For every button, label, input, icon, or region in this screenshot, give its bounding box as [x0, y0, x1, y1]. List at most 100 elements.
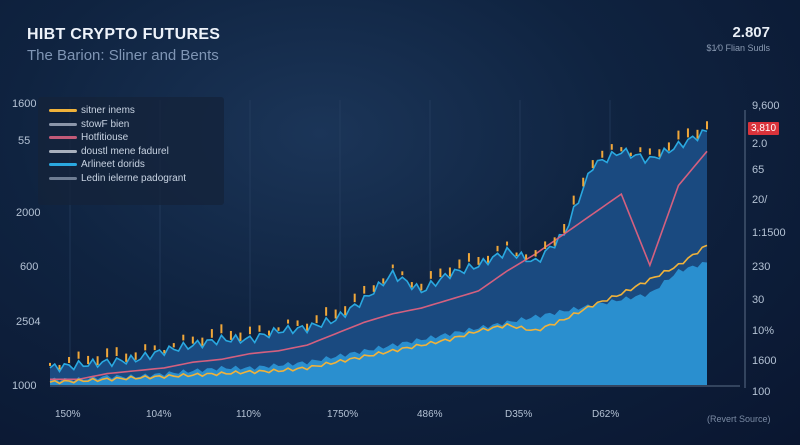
candle: [87, 355, 90, 365]
right-tick: 10%: [752, 325, 775, 337]
candle: [353, 293, 356, 303]
candle: [315, 315, 318, 324]
chart-title: HIBT CRYPTO FUTURES: [27, 26, 221, 43]
candle: [696, 129, 699, 139]
legend-label: Ledin ielerne padogrant: [81, 172, 187, 184]
candle: [344, 306, 347, 316]
legend-item: sitner inems: [38, 104, 224, 118]
source-note: (Revert Source): [707, 414, 771, 424]
x-tick: D35%: [505, 409, 533, 420]
left-tick: 2000: [16, 207, 41, 219]
candle: [372, 285, 375, 292]
chart-subtitle: The Barion: Sliner and Bents: [27, 47, 219, 64]
candle: [601, 150, 604, 158]
series-line-0: [49, 129, 708, 373]
candle: [420, 283, 423, 291]
x-tick: 150%: [55, 409, 81, 420]
legend-label: sitner inems: [81, 105, 135, 117]
candle: [229, 330, 232, 340]
candle: [106, 348, 109, 358]
candle: [220, 324, 223, 334]
series-line-1: [50, 150, 708, 381]
x-tick: D62%: [592, 409, 620, 420]
current-price-badge: 3,810: [748, 122, 780, 135]
legend-item: Ledin ielerne padogrant: [38, 172, 224, 186]
candle: [248, 326, 251, 335]
candle: [572, 195, 575, 205]
candle: [268, 330, 270, 336]
candle: [458, 259, 461, 269]
candle: [506, 241, 509, 246]
series-line-2: [49, 244, 708, 385]
candle: [429, 271, 432, 279]
candle: [658, 149, 661, 157]
candle: [639, 147, 642, 153]
candle: [306, 323, 309, 331]
x-tick: 110%: [236, 409, 261, 420]
candle: [153, 345, 156, 351]
candle: [296, 320, 299, 326]
candle: [544, 241, 547, 250]
candle: [134, 352, 137, 360]
candle: [334, 309, 337, 319]
candle: [410, 282, 413, 288]
right-tick: 1:1500: [752, 227, 786, 239]
top-value: 2.807: [732, 24, 770, 41]
candle: [496, 245, 499, 252]
candle: [325, 307, 328, 316]
candle: [677, 130, 680, 140]
x-tick: 486%: [417, 409, 443, 420]
candle: [620, 147, 623, 152]
legend-swatch: [49, 176, 77, 180]
legend-item: doustl mene fadurel: [38, 145, 224, 159]
candle: [591, 160, 594, 169]
candle: [515, 252, 518, 257]
area-lower: [50, 262, 707, 385]
right-tick: 30: [752, 294, 765, 306]
candle: [191, 336, 194, 344]
legend-item: Arlineet dorids: [38, 158, 224, 172]
candle: [201, 337, 204, 346]
candle: [115, 347, 118, 357]
x-tick: 104%: [146, 409, 172, 420]
candle: [182, 334, 185, 341]
candle: [439, 268, 442, 278]
candle: [706, 121, 708, 130]
legend-swatch: [49, 109, 77, 113]
left-tick: 2504: [16, 316, 41, 328]
legend-swatch: [49, 136, 77, 140]
candle: [287, 319, 290, 324]
left-tick: 600: [20, 261, 39, 273]
legend-item: Hotfitiouse: [38, 131, 224, 145]
right-tick: 100: [752, 386, 771, 398]
candle: [553, 237, 556, 246]
candle: [629, 152, 632, 156]
legend-swatch: [49, 163, 77, 167]
right-tick: 2.0: [752, 138, 768, 150]
candle: [382, 278, 385, 284]
candle: [239, 332, 242, 341]
candle: [582, 177, 585, 187]
right-tick: 230: [752, 261, 771, 273]
candle: [563, 224, 566, 233]
legend-label: Arlineet dorids: [81, 159, 145, 171]
left-tick: 55: [18, 135, 31, 147]
candle: [467, 253, 470, 262]
candle: [96, 356, 99, 366]
candle: [477, 257, 480, 265]
candle: [68, 357, 71, 363]
candle: [163, 350, 166, 354]
candle: [58, 364, 61, 370]
right-tick: 65: [752, 164, 765, 176]
right-tick: 1600: [752, 355, 777, 367]
candle: [363, 285, 366, 294]
candle: [448, 267, 451, 277]
candle: [49, 362, 51, 366]
candle: [401, 271, 404, 276]
candle: [77, 351, 80, 359]
legend-label: Hotfitiouse: [81, 132, 129, 144]
candle: [686, 128, 689, 138]
candle: [487, 255, 489, 263]
legend-label: stowF bien: [81, 118, 130, 130]
